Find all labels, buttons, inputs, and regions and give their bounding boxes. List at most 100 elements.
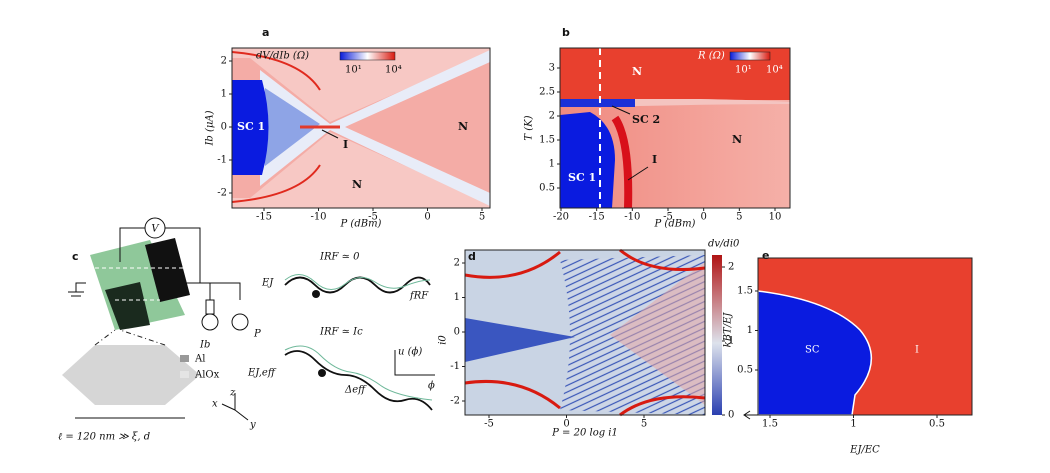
legend-label: Al (194, 354, 205, 365)
circuit-label: Ib (199, 340, 210, 351)
colorbar-label: dV/dIb (Ω) (256, 51, 309, 62)
annotation: N (458, 120, 468, 133)
y-axis-label: kBT/EJ (723, 312, 734, 348)
y-tick-label: 1 (549, 159, 555, 170)
phase-particle (312, 290, 320, 298)
colorbar-label: R (Ω) (697, 51, 725, 62)
annotation: N (352, 178, 362, 191)
colorbar-tick-label: 1 (728, 336, 734, 347)
y-tick-label: 1 (747, 325, 753, 336)
arrow (321, 129, 339, 139)
annotation: N (732, 133, 742, 146)
y-tick-label: 3 (549, 63, 555, 74)
current-source (201, 313, 219, 331)
wire (75, 227, 241, 300)
region (611, 115, 633, 209)
x-tick-label: 10 (769, 212, 782, 223)
electrode (105, 282, 150, 330)
circuit-label: P (253, 329, 261, 340)
panel-label: b (562, 26, 570, 39)
region (464, 248, 706, 417)
region (232, 80, 269, 175)
x-tick-label: 0 (700, 212, 706, 223)
axis-name: y (249, 420, 256, 431)
colorbar-tick-label: 0 (728, 410, 734, 421)
y-tick-label: 2 (454, 258, 460, 269)
x-tick-label: 0 (563, 419, 569, 430)
panel-label: d (468, 250, 476, 263)
region (560, 99, 635, 107)
annotation: I (915, 345, 919, 356)
x-tick-label: -20 (553, 212, 569, 223)
y-tick-label: 0 (221, 122, 227, 133)
annotation: SC 2 (632, 113, 660, 126)
x-axis-label: EJ/EC (849, 445, 880, 456)
x-tick-label: -5 (368, 212, 378, 223)
resistor (205, 299, 215, 315)
annotation: I (652, 153, 657, 166)
x-tick-label: 1.5 (762, 419, 778, 430)
potential-label: Δeff (344, 385, 367, 396)
annotation: I (343, 138, 348, 151)
y-tick-label: 1 (454, 292, 460, 303)
colorbar (712, 255, 722, 415)
y-tick-label: 1.5 (539, 135, 555, 146)
potential-label: EJ,eff (247, 368, 277, 379)
y-tick-label: 2 (221, 56, 227, 67)
arrow (627, 166, 649, 181)
region (231, 51, 321, 203)
potential-label: ϕ (428, 381, 435, 392)
x-tick-label: -5 (663, 212, 673, 223)
potential-label: u (ϕ) (398, 347, 422, 358)
axis-arrow (743, 410, 758, 420)
annotation: SC (805, 345, 820, 356)
panel-b: R (Ω) 10¹ 10⁴ N SC 2 I N SC 1 b P (dBm) … (524, 26, 791, 230)
colorbar-tick: 10¹ (735, 65, 752, 76)
region (232, 132, 490, 208)
x-axis-label: P = 20 log i1 (551, 428, 618, 439)
y-tick-label: -2 (217, 188, 227, 199)
y-axis-label: T (K) (524, 115, 535, 140)
potential-label: IRF ≃ 0 (319, 252, 360, 263)
x-tick-label: 5 (641, 419, 647, 430)
potential-label: EJ (261, 278, 274, 289)
coord-axes (221, 393, 249, 421)
colorbar-tick: 10⁴ (766, 65, 783, 76)
region (610, 262, 705, 405)
axes-frame (559, 47, 791, 209)
x-axis-label: P (dBm) (340, 219, 382, 230)
y-tick-label: 0 (454, 327, 460, 338)
potential-label: IRF ≃ Ic (319, 327, 363, 338)
x-tick-label: 5 (479, 212, 485, 223)
x-tick-label: 0 (424, 212, 430, 223)
x-tick-label: 1 (850, 419, 856, 430)
axis-name: z (229, 388, 236, 399)
colorbar-tick: 10⁴ (385, 65, 402, 76)
legend-label: AlOx (194, 370, 220, 381)
annotation: N (632, 65, 642, 78)
voltmeter (144, 217, 166, 239)
x-axis-label: P (dBm) (654, 219, 696, 230)
y-tick-label: -1 (450, 361, 460, 372)
potential (284, 350, 433, 411)
electrode (145, 238, 190, 302)
panel-label: a (262, 26, 269, 39)
colorbar (729, 51, 771, 61)
y-axis-label: Ib (μA) (205, 110, 216, 146)
x-tick-label: -10 (624, 212, 640, 223)
arrow (611, 105, 631, 115)
y-tick-label: 1.5 (737, 286, 753, 297)
legend-swatch (180, 355, 189, 362)
axes-arrows (394, 350, 435, 376)
length-label: ℓ = 120 nm ≫ ξ, d (58, 432, 150, 443)
colorbar-tick-label: 2 (728, 262, 734, 273)
axes-frame (757, 257, 973, 416)
colorbar-label: dv/di0 (708, 239, 740, 250)
region (265, 88, 320, 166)
x-tick-label: 0.5 (929, 419, 945, 430)
x-tick-label: -10 (310, 212, 326, 223)
zoom-line (94, 329, 166, 346)
panel-a: dV/dIb (Ω) 10¹ 10⁴ SC 1 I N N a P (dBm) … (205, 26, 491, 230)
panel-label: e (762, 249, 769, 262)
